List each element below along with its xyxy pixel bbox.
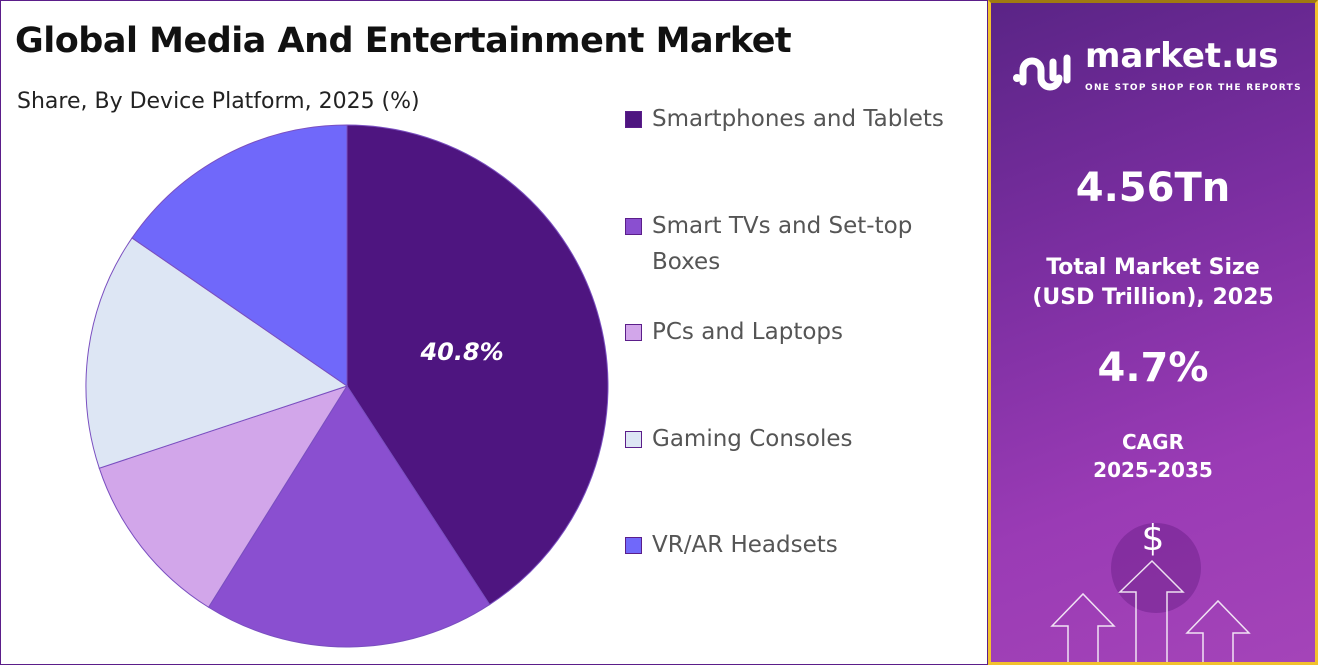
pie-slice-smart-tvs-and-set-top-boxes xyxy=(207,385,491,648)
pie-slice-smartphones-and-tablets xyxy=(346,124,609,606)
brand-tagline: ONE STOP SHOP FOR THE REPORTS xyxy=(1085,83,1302,93)
legend-label: Smart TVs and Set-top Boxes xyxy=(652,213,913,275)
brand-logo: market.us ONE STOP SHOP FOR THE REPORTS xyxy=(1011,39,1302,103)
legend-item: VR/AR Headsets xyxy=(625,527,838,563)
pie-slice-vr-ar-headsets xyxy=(131,124,348,387)
chart-title: Global Media And Entertainment Market xyxy=(15,21,792,61)
legend-item: Smart TVs and Set-top Boxes xyxy=(625,208,955,280)
legend-item: Smartphones and Tablets xyxy=(625,101,944,137)
legend-label: PCs and Laptops xyxy=(652,319,843,345)
market-size-label: Total Market Size xyxy=(1046,255,1260,280)
cagr-label: CAGR xyxy=(1122,430,1184,454)
market-size-value: 4.56Tn xyxy=(1075,165,1231,211)
market-us-logo-icon xyxy=(1013,54,1071,91)
chart-subtitle: Share, By Device Platform, 2025 (%) xyxy=(17,89,420,114)
legend-swatch xyxy=(625,324,642,341)
coin-circle xyxy=(1111,523,1201,613)
pie-chart: 40.8% xyxy=(85,124,609,648)
legend-label: Smartphones and Tablets xyxy=(652,106,944,132)
legend-label: Gaming Consoles xyxy=(652,426,853,452)
growth-arrows-icon xyxy=(1050,559,1251,662)
brand-name: market.us xyxy=(1085,36,1279,76)
pie-slice-pcs-and-laptops xyxy=(98,385,349,608)
legend-label: VR/AR Headsets xyxy=(652,532,838,558)
legend-swatch xyxy=(625,111,642,128)
legend-item: PCs and Laptops xyxy=(625,314,843,350)
legend-swatch xyxy=(625,218,642,235)
summary-panel: market.us ONE STOP SHOP FOR THE REPORTS 4… xyxy=(988,0,1318,665)
data-label: 40.8% xyxy=(419,338,503,366)
legend-swatch xyxy=(625,537,642,554)
legend-item: Gaming Consoles xyxy=(625,421,853,457)
pie-slice-gaming-consoles xyxy=(85,237,349,469)
cagr-value: 4.7% xyxy=(1097,345,1209,391)
cagr-period: 2025-2035 xyxy=(1093,458,1213,482)
market-size-label-2: (USD Trillion), 2025 xyxy=(1032,285,1274,310)
dollar-icon: $ xyxy=(1141,518,1165,559)
chart-area: Global Media And Entertainment Market Sh… xyxy=(0,0,988,665)
legend-swatch xyxy=(625,431,642,448)
